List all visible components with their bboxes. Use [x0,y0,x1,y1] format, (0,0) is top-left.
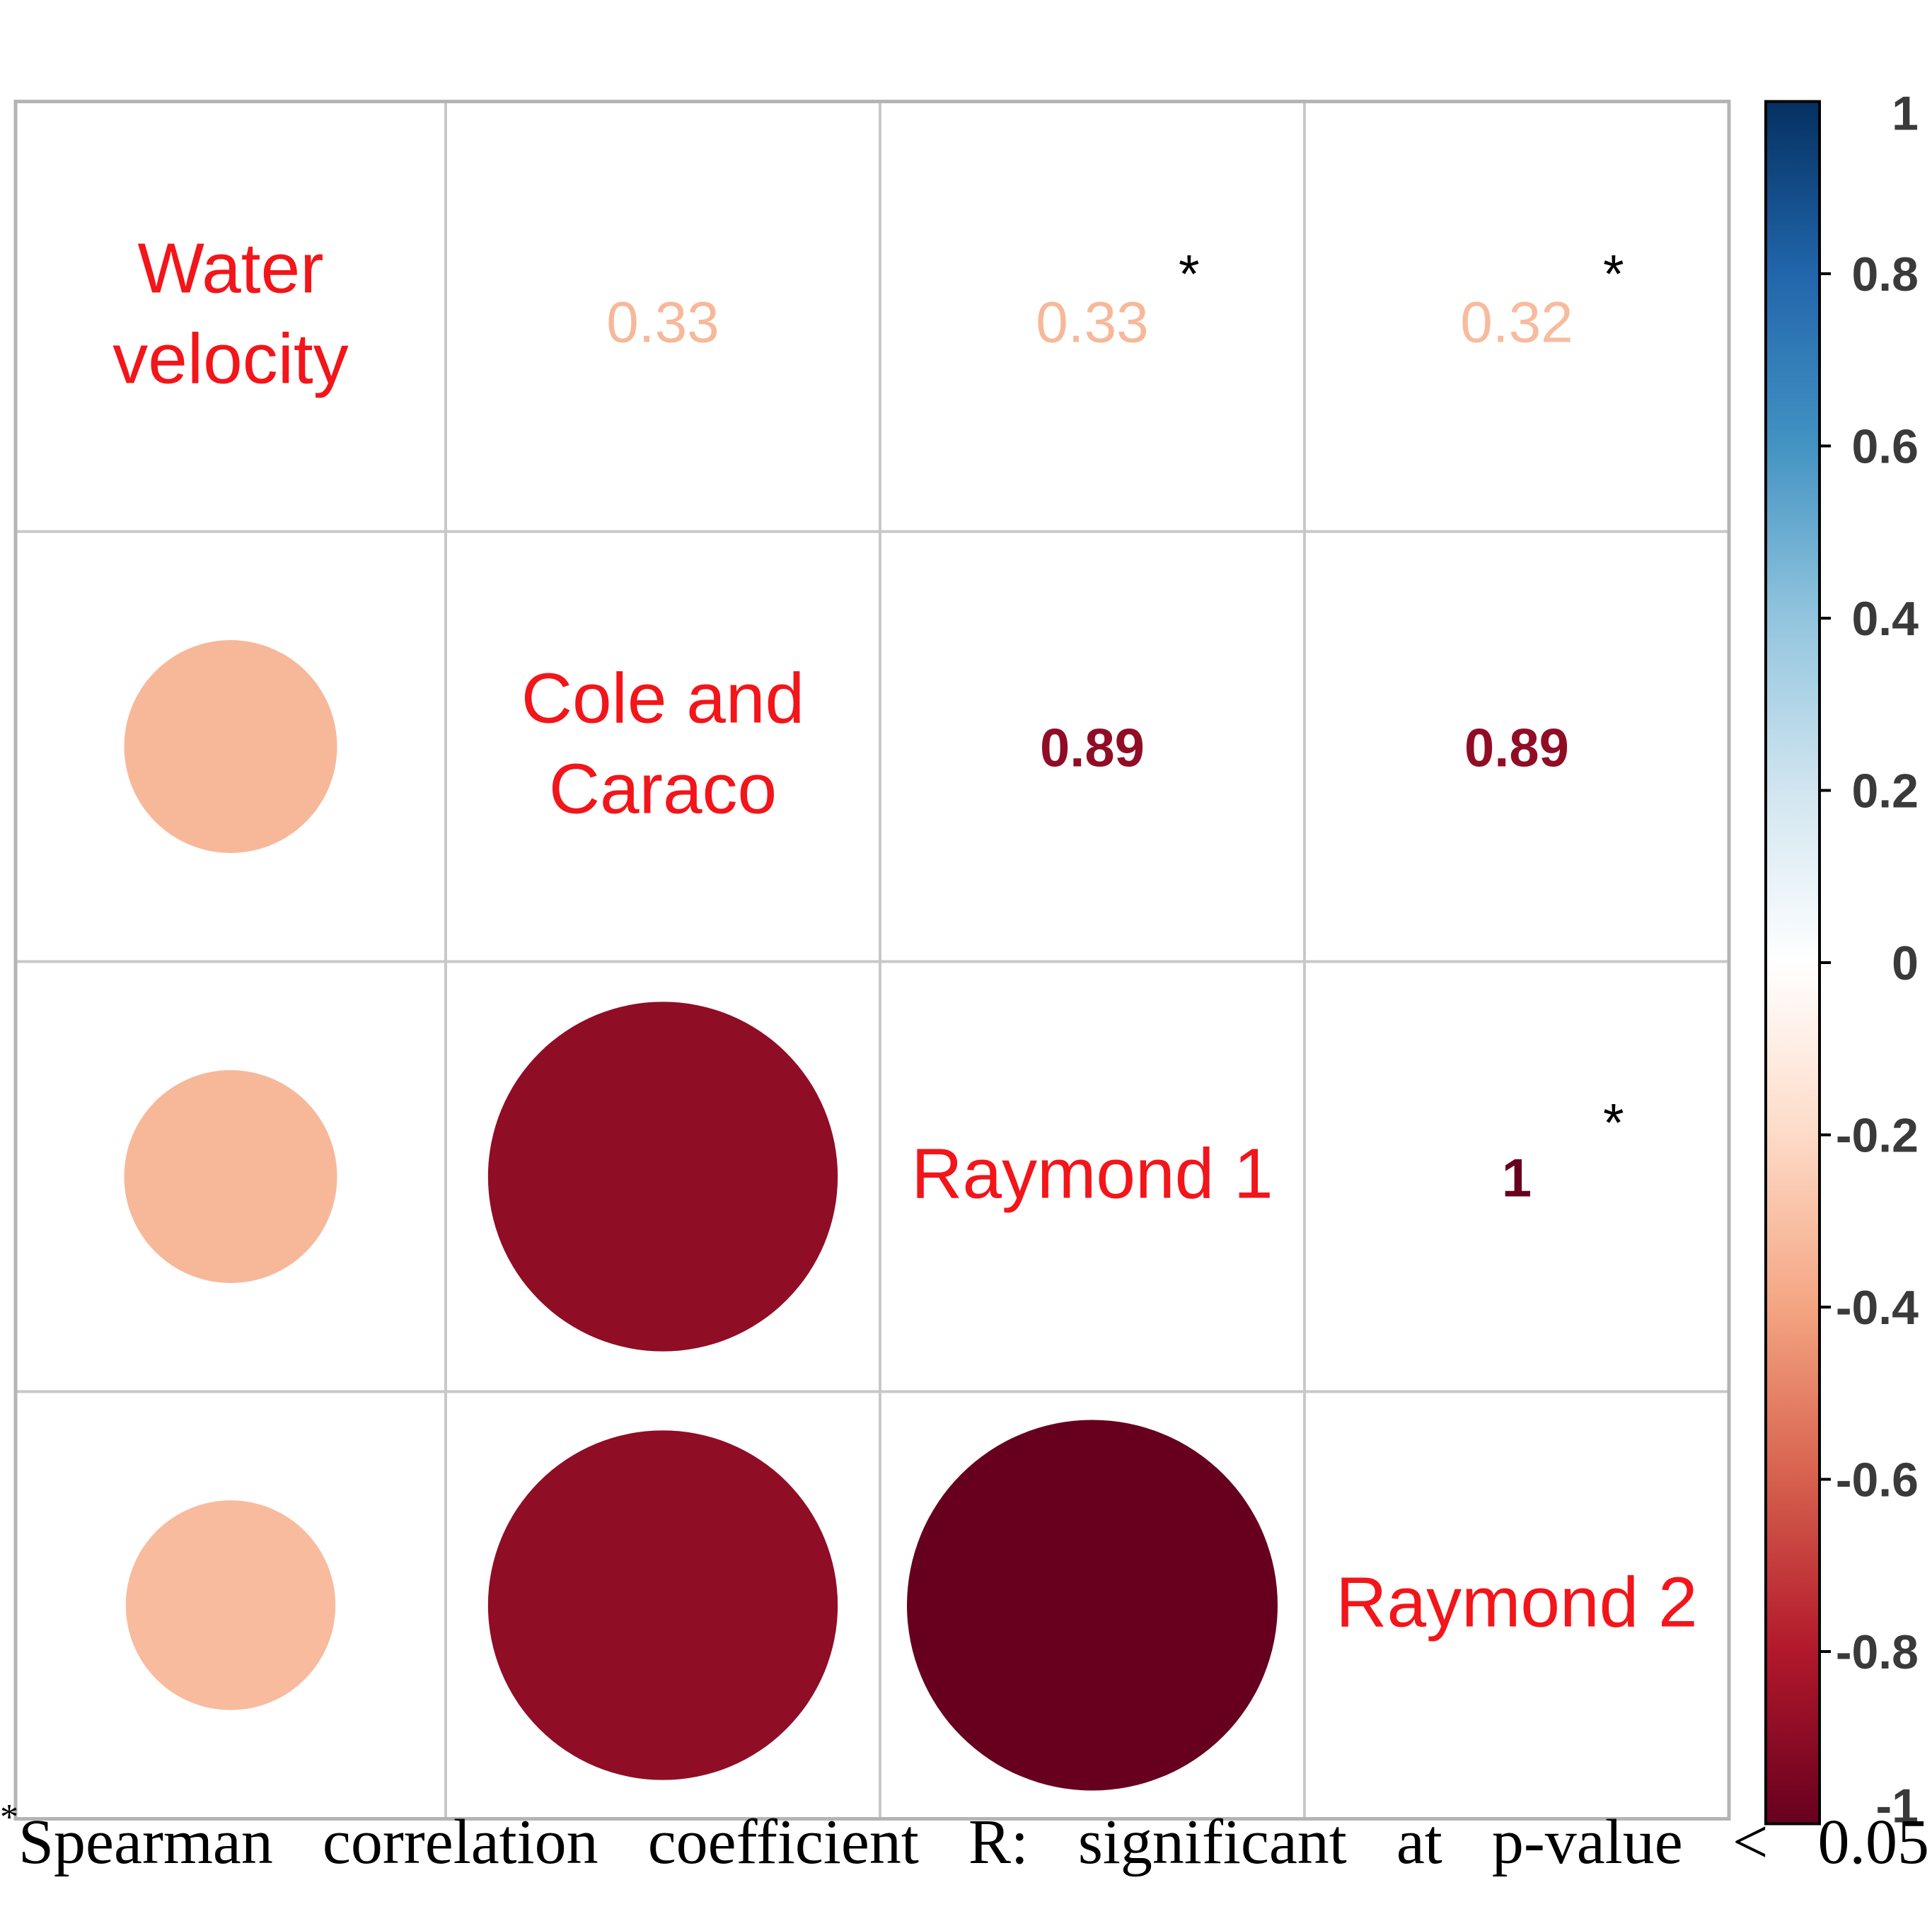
footnote-word: 0.05 [1817,1807,1929,1877]
matrix-border [13,100,1731,1821]
correlation-circle [487,1430,838,1780]
significance-asterisk: * [1179,245,1200,305]
correlation-circle [124,1069,337,1284]
colorbar-ticks: 1 0.8 0.6 0.4 0.2 0 -0.2 -0.4 -0.6 -0.8 -1 [1820,87,1919,1833]
colorbar-tick-label: -0.2 [1836,1109,1919,1163]
correlation-value: 0.33 [606,291,719,355]
footnote-word: significant [1077,1807,1347,1877]
diagonal-label: Cole and Caraco [521,659,804,829]
colorbar-tick-label: 0.8 [1851,248,1919,301]
correlation-circle [124,639,337,854]
correlation-value: 0.33 [1036,291,1149,355]
correlation-value: 1 [1502,1149,1532,1209]
diagonal-label: Water velocity [112,229,348,399]
correlation-matrix: Water velocity Cole and Caraco Raymond 1 Raym… [13,100,1731,1821]
footnote-word: correlation [322,1807,598,1877]
diagonal-label-line: velocity [112,320,348,399]
footnote-word: p-value [1491,1807,1683,1877]
footnote-word: *Spearman [0,1797,273,1878]
colorbar-tick-label: -0.8 [1836,1625,1919,1679]
correlation-value: 0.32 [1460,291,1573,355]
footnote-marker: * [0,1797,18,1838]
diagonal-label-line: Water [138,229,324,308]
footnote-word: at [1396,1807,1442,1877]
colorbar-tick-label: -0.6 [1836,1453,1919,1507]
colorbar-tick-label: 0 [1892,936,1919,990]
significance-asterisk: * [1603,245,1624,305]
colorbar-gradient [1764,100,1821,1826]
diagonal-label-line: Raymond 2 [1336,1563,1697,1642]
correlation-circle [125,1500,336,1710]
colorbar-tick-label: 0.4 [1851,592,1919,646]
diagonal-label: Raymond 2 [1336,1563,1697,1642]
correlation-value: 0.89 [1040,719,1145,779]
colorbar: 1 0.8 0.6 0.4 0.2 0 -0.2 -0.4 -0.6 -0.8 -1 [1764,87,1919,1833]
colorbar-tick-label: 1 [1892,87,1919,141]
colorbar-tick-label: 0.2 [1851,765,1919,818]
colorbar-tick-label: 0.6 [1851,420,1919,474]
footnote-word: coefficient [647,1807,919,1877]
footnote-word: R: [968,1807,1029,1877]
correlation-value: 0.89 [1464,719,1569,779]
colorbar-tick-label: -1 [1876,1780,1919,1833]
significance-asterisk: * [1603,1093,1624,1154]
diagonal-label-line: Cole and [521,659,804,738]
correlation-circle [487,1002,838,1352]
correlation-circle [907,1420,1278,1791]
diagonal-label-line: Raymond 1 [911,1135,1273,1214]
footnote: *Spearman correlation coefficient R: signifi… [0,1797,1932,1909]
footnote-word: < [1732,1807,1769,1877]
diagonal-label-line: Caraco [549,750,777,829]
diagonal-label: Raymond 1 [911,1135,1273,1214]
colorbar-tick-label: -0.4 [1836,1281,1919,1335]
